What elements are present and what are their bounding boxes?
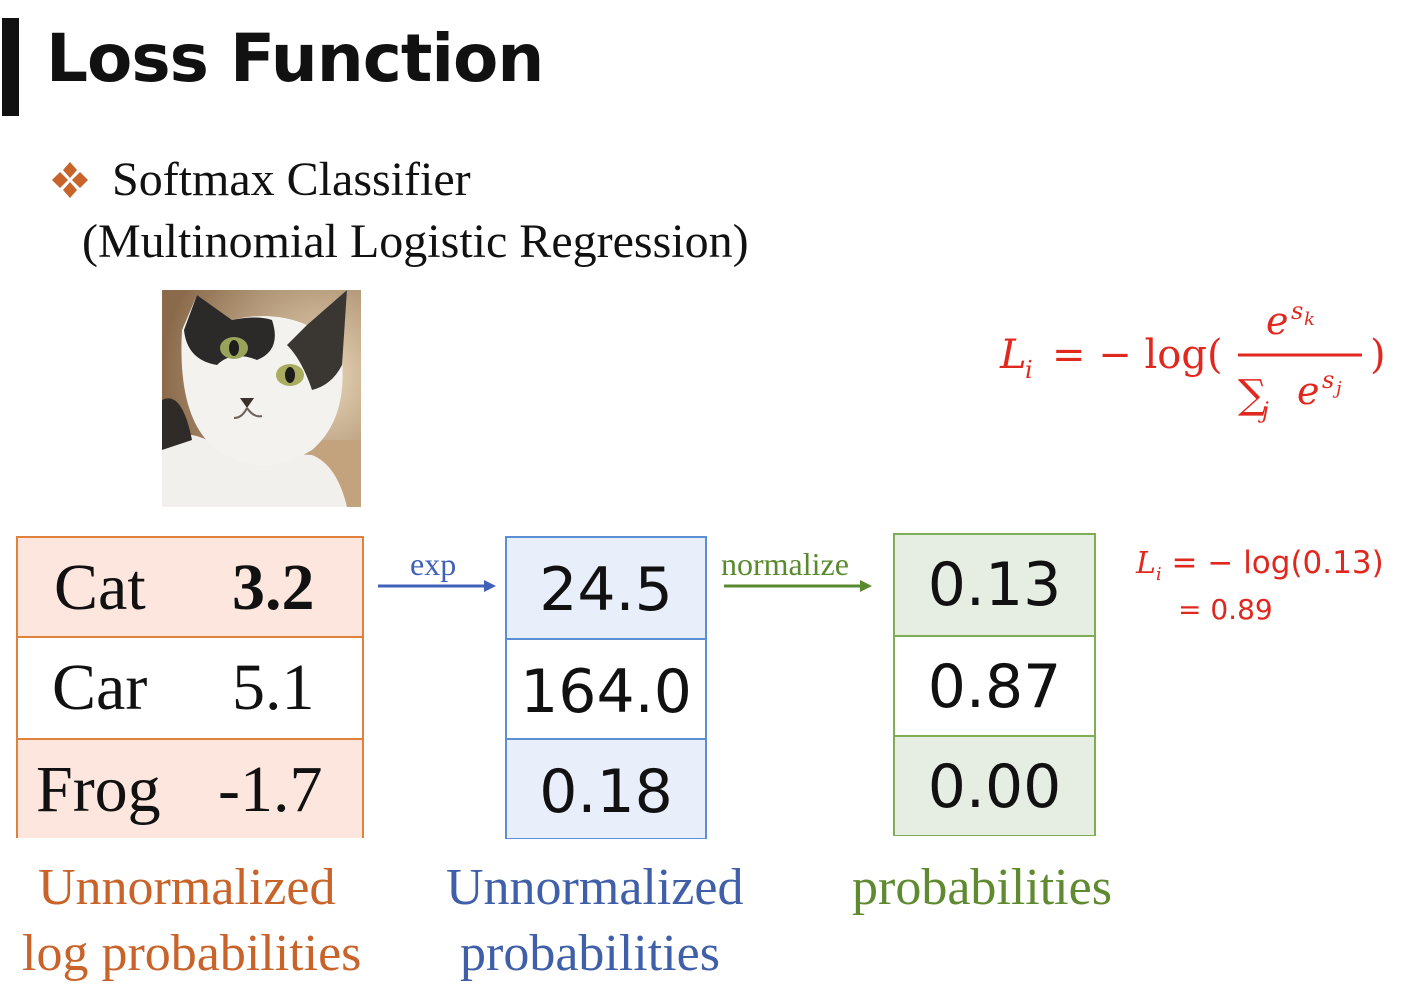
svg-text:j: j: [1332, 378, 1342, 399]
score-value: -1.7: [218, 753, 323, 826]
exp-arrow-icon: [378, 580, 496, 592]
svg-text:s: s: [1291, 297, 1303, 325]
score-label: Cat: [54, 551, 146, 624]
svg-text:∑: ∑: [1238, 372, 1267, 418]
page-title: Loss Function: [46, 20, 544, 97]
svg-text:k: k: [1304, 309, 1315, 330]
caption-unnormalized-log-2: log probabilities: [22, 925, 362, 982]
probability-value: 0.13: [895, 535, 1094, 635]
score-label: Car: [52, 651, 148, 724]
softmax-loss-formula: L i = − log( e s k ∑ j e s j ): [999, 297, 1386, 424]
example-loss-calc: Li = − log(0.13) = 0.89: [1136, 545, 1396, 635]
diamond-bullet-icon: [52, 162, 88, 198]
score-table: Cat 3.2 Car 5.1 Frog -1.7: [16, 536, 364, 838]
example-line1: Li = − log(0.13): [1136, 545, 1384, 585]
exp-value: 24.5: [507, 538, 705, 638]
score-label: Frog: [36, 753, 161, 826]
score-row-frog: Frog -1.7: [18, 738, 362, 838]
probability-value: 0.00: [895, 735, 1094, 835]
exp-values-column: 24.5 164.0 0.18: [505, 536, 707, 839]
svg-text:i: i: [1025, 356, 1033, 384]
cat-photo: [162, 290, 361, 507]
example-line2: = 0.89: [1178, 593, 1273, 626]
svg-text:L: L: [999, 332, 1027, 378]
svg-text:e: e: [1266, 299, 1289, 343]
svg-text:e: e: [1297, 369, 1320, 413]
caption-unnormalized-prob-2: probabilities: [460, 925, 720, 982]
probabilities-column: 0.13 0.87 0.00: [893, 533, 1096, 836]
subtitle-softmax: Softmax Classifier: [112, 153, 471, 206]
probability-value: 0.87: [895, 635, 1094, 735]
title-accent-bar: [2, 18, 19, 116]
caption-probabilities: probabilities: [852, 859, 1112, 916]
exp-label: exp: [410, 546, 457, 582]
svg-text:= − log(: = − log(: [1052, 332, 1223, 378]
score-row-car: Car 5.1: [18, 636, 362, 736]
exp-value: 164.0: [507, 638, 705, 738]
normalize-label: normalize: [721, 546, 849, 582]
normalize-arrow-icon: [724, 580, 872, 592]
svg-text:s: s: [1322, 366, 1334, 394]
score-value: 3.2: [232, 551, 315, 624]
svg-text:): ): [1370, 332, 1386, 378]
caption-unnormalized-log-1: Unnormalized: [38, 859, 336, 916]
example-lhs: Li: [1136, 546, 1162, 585]
score-value: 5.1: [232, 651, 315, 724]
caption-unnormalized-prob-1: Unnormalized: [446, 859, 744, 916]
exp-value: 0.18: [507, 738, 705, 838]
subtitle-multinomial: (Multinomial Logistic Regression): [82, 215, 749, 268]
example-rhs: = − log(0.13): [1161, 545, 1384, 581]
score-row-cat: Cat 3.2: [18, 538, 362, 638]
